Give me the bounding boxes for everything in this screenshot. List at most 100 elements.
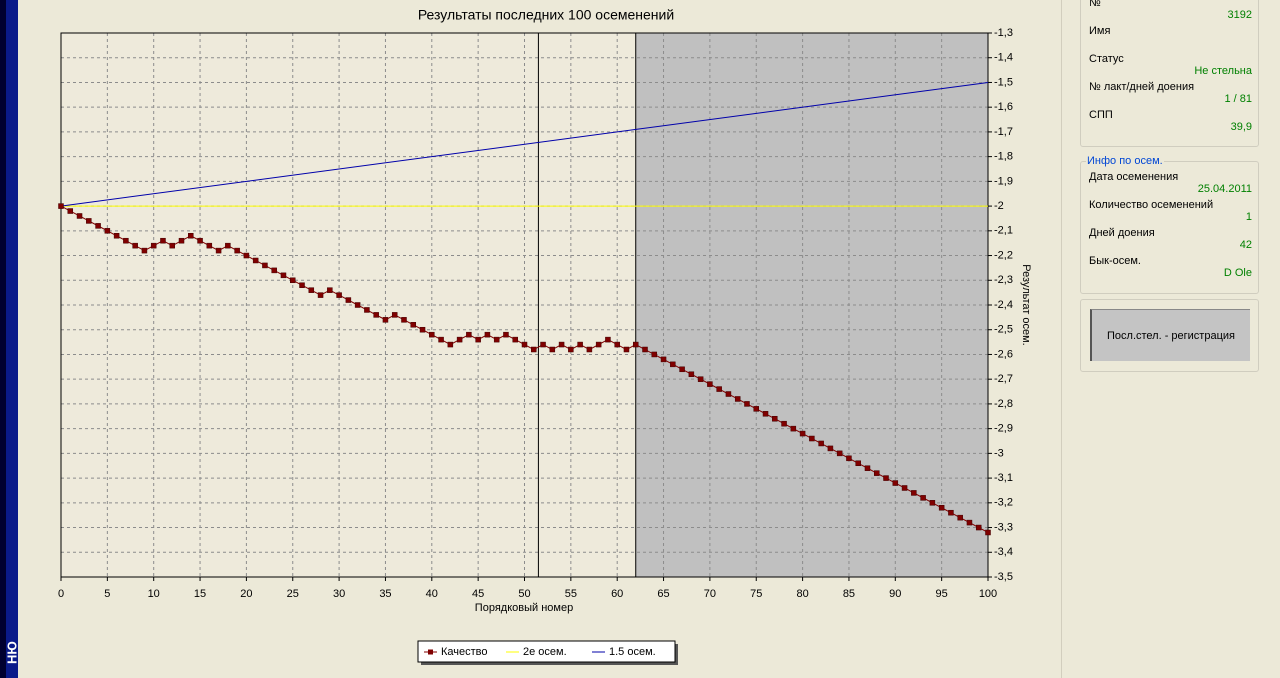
point bbox=[651, 351, 658, 358]
field-label: Количество осеменений bbox=[1089, 199, 1214, 211]
point bbox=[345, 297, 352, 303]
field-value: 39,9 bbox=[1230, 121, 1252, 133]
field-label: Бык-осем. bbox=[1089, 255, 1141, 267]
y-tick-label: -3 bbox=[994, 447, 1004, 459]
point bbox=[503, 331, 509, 338]
x-tick-label: 70 bbox=[704, 588, 716, 600]
point bbox=[493, 336, 500, 343]
point bbox=[623, 346, 630, 353]
point bbox=[252, 257, 259, 264]
point bbox=[336, 292, 342, 298]
point bbox=[605, 336, 611, 343]
point bbox=[957, 514, 963, 521]
point bbox=[744, 401, 750, 407]
y-tick-label: -2,3 bbox=[994, 274, 1013, 286]
field-label: Дата осеменения bbox=[1089, 171, 1179, 183]
point bbox=[799, 430, 806, 437]
point bbox=[308, 287, 315, 293]
point bbox=[938, 505, 945, 511]
x-tick-label: 90 bbox=[889, 588, 901, 600]
point bbox=[104, 228, 111, 234]
x-tick-label: 60 bbox=[611, 588, 623, 600]
y-tick-label: -1,7 bbox=[994, 126, 1013, 138]
point bbox=[113, 233, 120, 239]
insem-group bbox=[1080, 161, 1259, 294]
point bbox=[354, 302, 361, 308]
point bbox=[382, 317, 389, 323]
point bbox=[558, 341, 565, 348]
y-axis-label: Результат осем. bbox=[1020, 264, 1032, 345]
point bbox=[290, 277, 296, 284]
point bbox=[160, 237, 166, 244]
field-value: 42 bbox=[1239, 239, 1252, 251]
point bbox=[327, 287, 333, 293]
point bbox=[790, 425, 797, 432]
point bbox=[271, 267, 277, 274]
point bbox=[753, 406, 759, 412]
y-tick-label: -2 bbox=[994, 200, 1004, 212]
point bbox=[827, 445, 834, 452]
series-line bbox=[60, 81, 989, 207]
x-tick-label: 100 bbox=[979, 588, 997, 600]
x-tick-label: 15 bbox=[194, 588, 206, 600]
x-tick-label: 20 bbox=[240, 588, 252, 600]
sidebar-label: НЮ bbox=[4, 641, 19, 664]
legend bbox=[417, 640, 676, 663]
x-tick-label: 40 bbox=[426, 588, 438, 600]
y-tick-label: -2,5 bbox=[994, 324, 1013, 336]
x-tick-label: 75 bbox=[750, 588, 762, 600]
y-tick-label: -1,8 bbox=[994, 151, 1013, 163]
field-label: Дней доения bbox=[1089, 227, 1155, 239]
point bbox=[781, 420, 787, 427]
point bbox=[846, 455, 852, 462]
field-label: № bbox=[1089, 0, 1101, 9]
point bbox=[901, 485, 908, 491]
point bbox=[929, 500, 936, 506]
point bbox=[141, 247, 148, 254]
point bbox=[484, 331, 491, 338]
y-tick-label: -2,9 bbox=[994, 423, 1013, 435]
plot-border bbox=[60, 32, 989, 578]
point bbox=[772, 415, 778, 422]
y-tick-label: -3,4 bbox=[994, 546, 1013, 558]
point bbox=[632, 341, 639, 348]
point bbox=[549, 346, 556, 353]
y-tick-label: -2,8 bbox=[994, 398, 1013, 410]
x-tick-label: 65 bbox=[657, 588, 669, 600]
y-tick-label: -3,5 bbox=[994, 571, 1013, 583]
point bbox=[642, 346, 648, 353]
point bbox=[568, 346, 574, 353]
point bbox=[679, 366, 685, 373]
x-tick-label: 45 bbox=[472, 588, 484, 600]
x-tick-label: 30 bbox=[333, 588, 345, 600]
point bbox=[688, 371, 695, 377]
chart: НЮ Результаты последних 100 осеменений П… bbox=[0, 0, 1062, 678]
y-tick-label: -2,1 bbox=[994, 225, 1013, 237]
point bbox=[985, 529, 991, 536]
x-tick-label: 35 bbox=[379, 588, 391, 600]
field-label: Статус bbox=[1089, 53, 1124, 65]
point bbox=[716, 386, 722, 392]
x-tick-label: 80 bbox=[796, 588, 808, 600]
point bbox=[150, 242, 157, 249]
x-tick-label: 25 bbox=[287, 588, 299, 600]
point bbox=[206, 242, 213, 249]
point bbox=[531, 346, 537, 353]
legend-marker bbox=[428, 649, 433, 655]
point bbox=[920, 495, 926, 501]
register-button[interactable]: Посл.стел. - регистрация bbox=[1090, 309, 1250, 361]
point bbox=[855, 460, 861, 467]
y-tick-label: -3,2 bbox=[994, 497, 1013, 509]
point bbox=[410, 322, 417, 328]
x-tick-label: 55 bbox=[565, 588, 577, 600]
point bbox=[734, 396, 741, 402]
point bbox=[614, 341, 620, 348]
point bbox=[299, 282, 305, 288]
sidebar-edge bbox=[0, 0, 6, 678]
point bbox=[401, 317, 407, 323]
field-value: 1 bbox=[1245, 211, 1252, 223]
point bbox=[123, 237, 129, 244]
x-tick-label: 0 bbox=[58, 588, 64, 600]
point bbox=[132, 242, 138, 249]
x-tick-label: 10 bbox=[148, 588, 160, 600]
